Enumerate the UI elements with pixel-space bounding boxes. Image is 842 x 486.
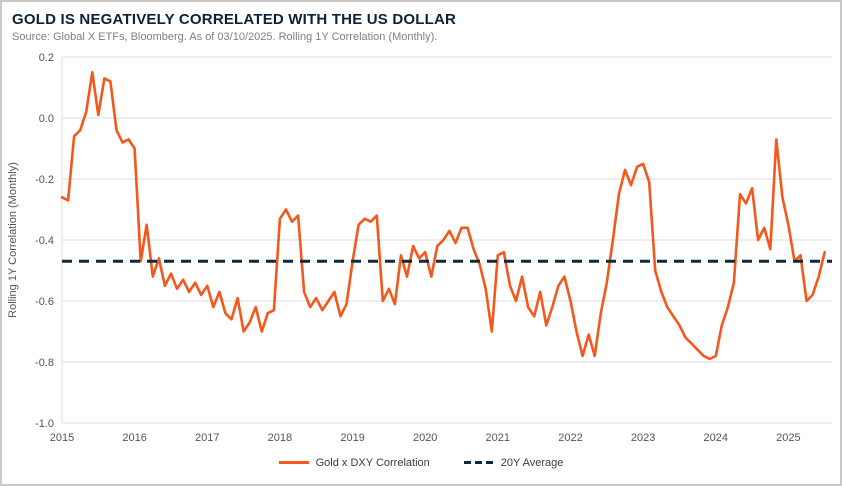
chart-title: GOLD IS NEGATIVELY CORRELATED WITH THE U… [12, 11, 457, 28]
correlation-line [60, 71, 827, 361]
y-tick-label: -1.0 [35, 418, 54, 430]
x-tick-label: 2023 [631, 432, 655, 444]
x-tick-label: 2020 [413, 432, 437, 444]
x-tick-label: 2016 [122, 432, 146, 444]
x-tick-label: 2018 [268, 432, 292, 444]
y-axis-title: Rolling 1Y Correlation (Monthly) [7, 162, 19, 318]
x-tick-label: 2025 [776, 432, 800, 444]
x-tick-label: 2019 [340, 432, 364, 444]
x-tick-label: 2015 [50, 432, 74, 444]
gold-dxy-line-swatch [278, 461, 309, 465]
legend-label-gold-dxy: Gold x DXY Correlation [315, 456, 430, 469]
y-tick-label: 0.2 [39, 52, 54, 64]
y-tick-label: -0.2 [35, 174, 54, 186]
chart-header: GOLD IS NEGATIVELY CORRELATED WITH THE U… [2, 2, 840, 43]
y-tick-label: -0.4 [35, 235, 54, 247]
x-tick-label: 2024 [704, 432, 728, 444]
legend: Gold x DXY Correlation 20Y Average [2, 447, 840, 484]
y-tick-label: -0.8 [35, 357, 54, 369]
x-tick-label: 2022 [558, 432, 582, 444]
source-note: Source: Global X ETFs, Bloomberg. As of … [12, 31, 438, 44]
average-line-swatch [463, 461, 494, 465]
x-tick-label: 2021 [486, 432, 510, 444]
legend-item-gold-dxy: Gold x DXY Correlation [278, 456, 430, 469]
y-tick-label: -0.6 [35, 296, 54, 308]
legend-label-average: 20Y Average [500, 456, 564, 469]
y-tick-label: 0.0 [39, 113, 54, 125]
x-tick-label: 2017 [195, 432, 219, 444]
correlation-chart: 0.2 0.0 -0.2 -0.4 -0.6 -0.8 -1.0 2015 2016 2017 20… [7, 52, 832, 444]
legend-item-average: 20Y Average [463, 456, 564, 469]
